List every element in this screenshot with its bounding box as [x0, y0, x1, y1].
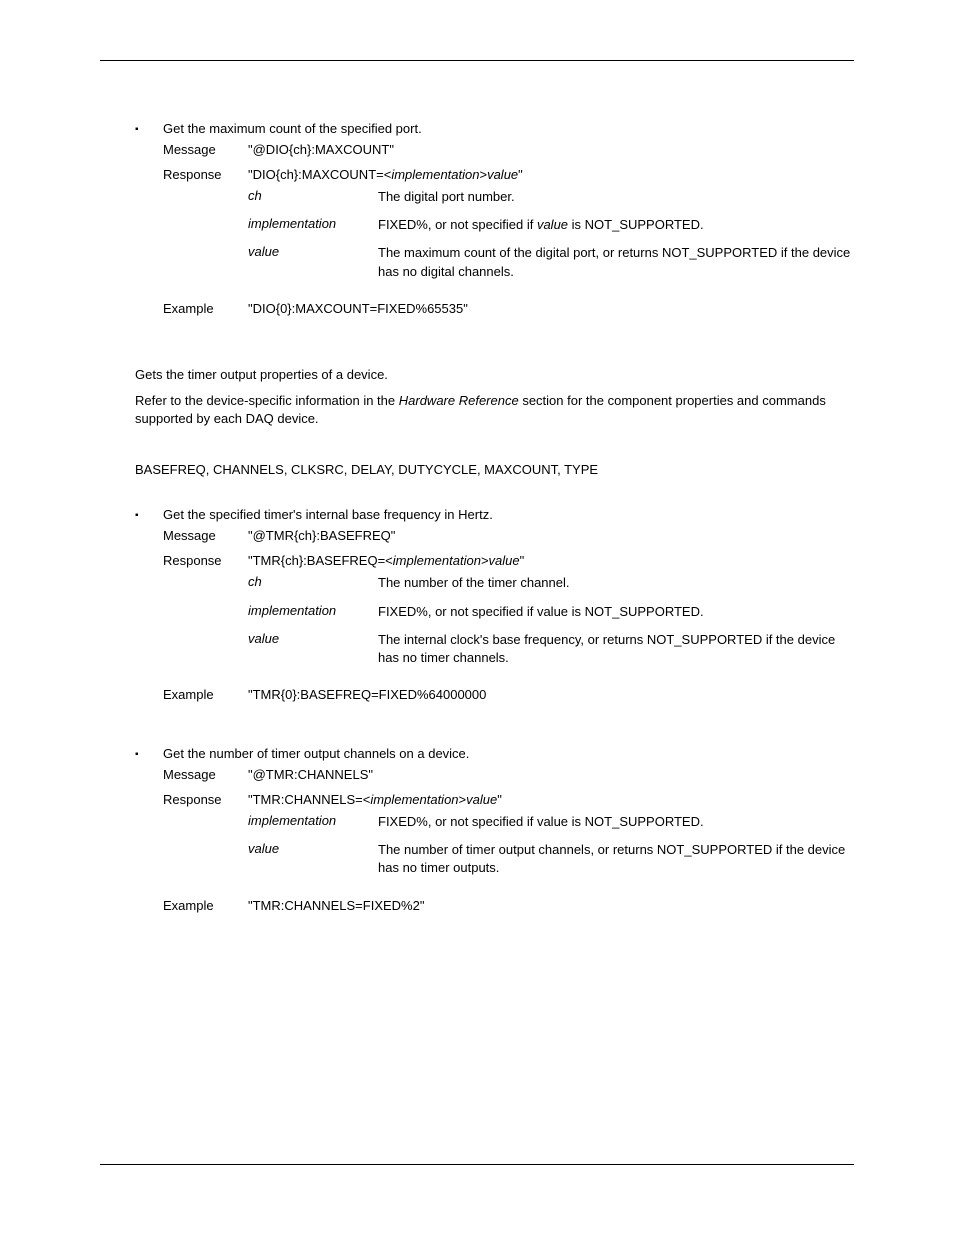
response-label: Response: [163, 167, 248, 291]
response-value: "TMR:CHANNELS=<implementation>value" imp…: [248, 792, 854, 888]
response-text: "DIO{ch}:MAXCOUNT=<implementation>value": [248, 167, 523, 182]
properties-list: BASEFREQ, CHANNELS, CLKSRC, DELAY, DUTYC…: [135, 462, 854, 477]
param-name-value: value: [248, 244, 378, 280]
param-name-value: value: [248, 631, 378, 667]
example-label: Example: [163, 301, 248, 316]
param-desc-value: The internal clock's base frequency, or …: [378, 631, 854, 667]
param-name-impl: implementation: [248, 813, 378, 831]
message-value: "@DIO{ch}:MAXCOUNT": [248, 142, 854, 157]
param-name-ch: ch: [248, 574, 378, 592]
bullet-icon: ▪: [135, 507, 163, 712]
example-label: Example: [163, 687, 248, 702]
response-label: Response: [163, 792, 248, 888]
intro-line1: Gets the timer output properties of a de…: [135, 366, 854, 384]
param-desc-value: The number of timer output channels, or …: [378, 841, 854, 877]
bullet-icon: ▪: [135, 121, 163, 326]
message-label: Message: [163, 142, 248, 157]
response-text: "TMR:CHANNELS=<implementation>value": [248, 792, 502, 807]
param-desc-impl: FIXED%, or not specified if value is NOT…: [378, 813, 854, 831]
section-channels: ▪ Get the number of timer output channel…: [135, 746, 854, 923]
param-desc-value: The maximum count of the digital port, o…: [378, 244, 854, 280]
intro-line2: Refer to the device-specific information…: [135, 392, 854, 428]
response-value: "DIO{ch}:MAXCOUNT=<implementation>value"…: [248, 167, 854, 291]
example-value: "TMR:CHANNELS=FIXED%2": [248, 898, 854, 913]
param-name-impl: implementation: [248, 603, 378, 621]
message-value: "@TMR:CHANNELS": [248, 767, 854, 782]
param-name-impl: implementation: [248, 216, 378, 234]
param-desc-ch: The number of the timer channel.: [378, 574, 854, 592]
param-name-ch: ch: [248, 188, 378, 206]
param-desc-impl: FIXED%, or not specified if value is NOT…: [378, 603, 854, 621]
response-text: "TMR{ch}:BASEFREQ=<implementation>value": [248, 553, 524, 568]
param-desc-impl: FIXED%, or not specified if value is NOT…: [378, 216, 854, 234]
header-divider: [100, 60, 854, 61]
message-value: "@TMR{ch}:BASEFREQ": [248, 528, 854, 543]
section-basefreq: ▪ Get the specified timer's internal bas…: [135, 507, 854, 712]
response-value: "TMR{ch}:BASEFREQ=<implementation>value"…: [248, 553, 854, 677]
param-name-value: value: [248, 841, 378, 877]
footer-divider: [100, 1164, 854, 1165]
timer-intro: Gets the timer output properties of a de…: [135, 366, 854, 429]
example-value: "DIO{0}:MAXCOUNT=FIXED%65535": [248, 301, 854, 316]
section-body: Get the specified timer's internal base …: [163, 507, 854, 712]
section-maxcount: ▪ Get the maximum count of the specified…: [135, 121, 854, 326]
bullet-icon: ▪: [135, 746, 163, 923]
document-page: ▪ Get the maximum count of the specified…: [0, 0, 954, 989]
param-desc-ch: The digital port number.: [378, 188, 854, 206]
message-label: Message: [163, 767, 248, 782]
section-body: Get the number of timer output channels …: [163, 746, 854, 923]
example-value: "TMR{0}:BASEFREQ=FIXED%64000000: [248, 687, 854, 702]
section-title: Get the number of timer output channels …: [163, 746, 854, 761]
example-label: Example: [163, 898, 248, 913]
section-title: Get the maximum count of the specified p…: [163, 121, 854, 136]
section-body: Get the maximum count of the specified p…: [163, 121, 854, 326]
section-title: Get the specified timer's internal base …: [163, 507, 854, 522]
message-label: Message: [163, 528, 248, 543]
response-label: Response: [163, 553, 248, 677]
